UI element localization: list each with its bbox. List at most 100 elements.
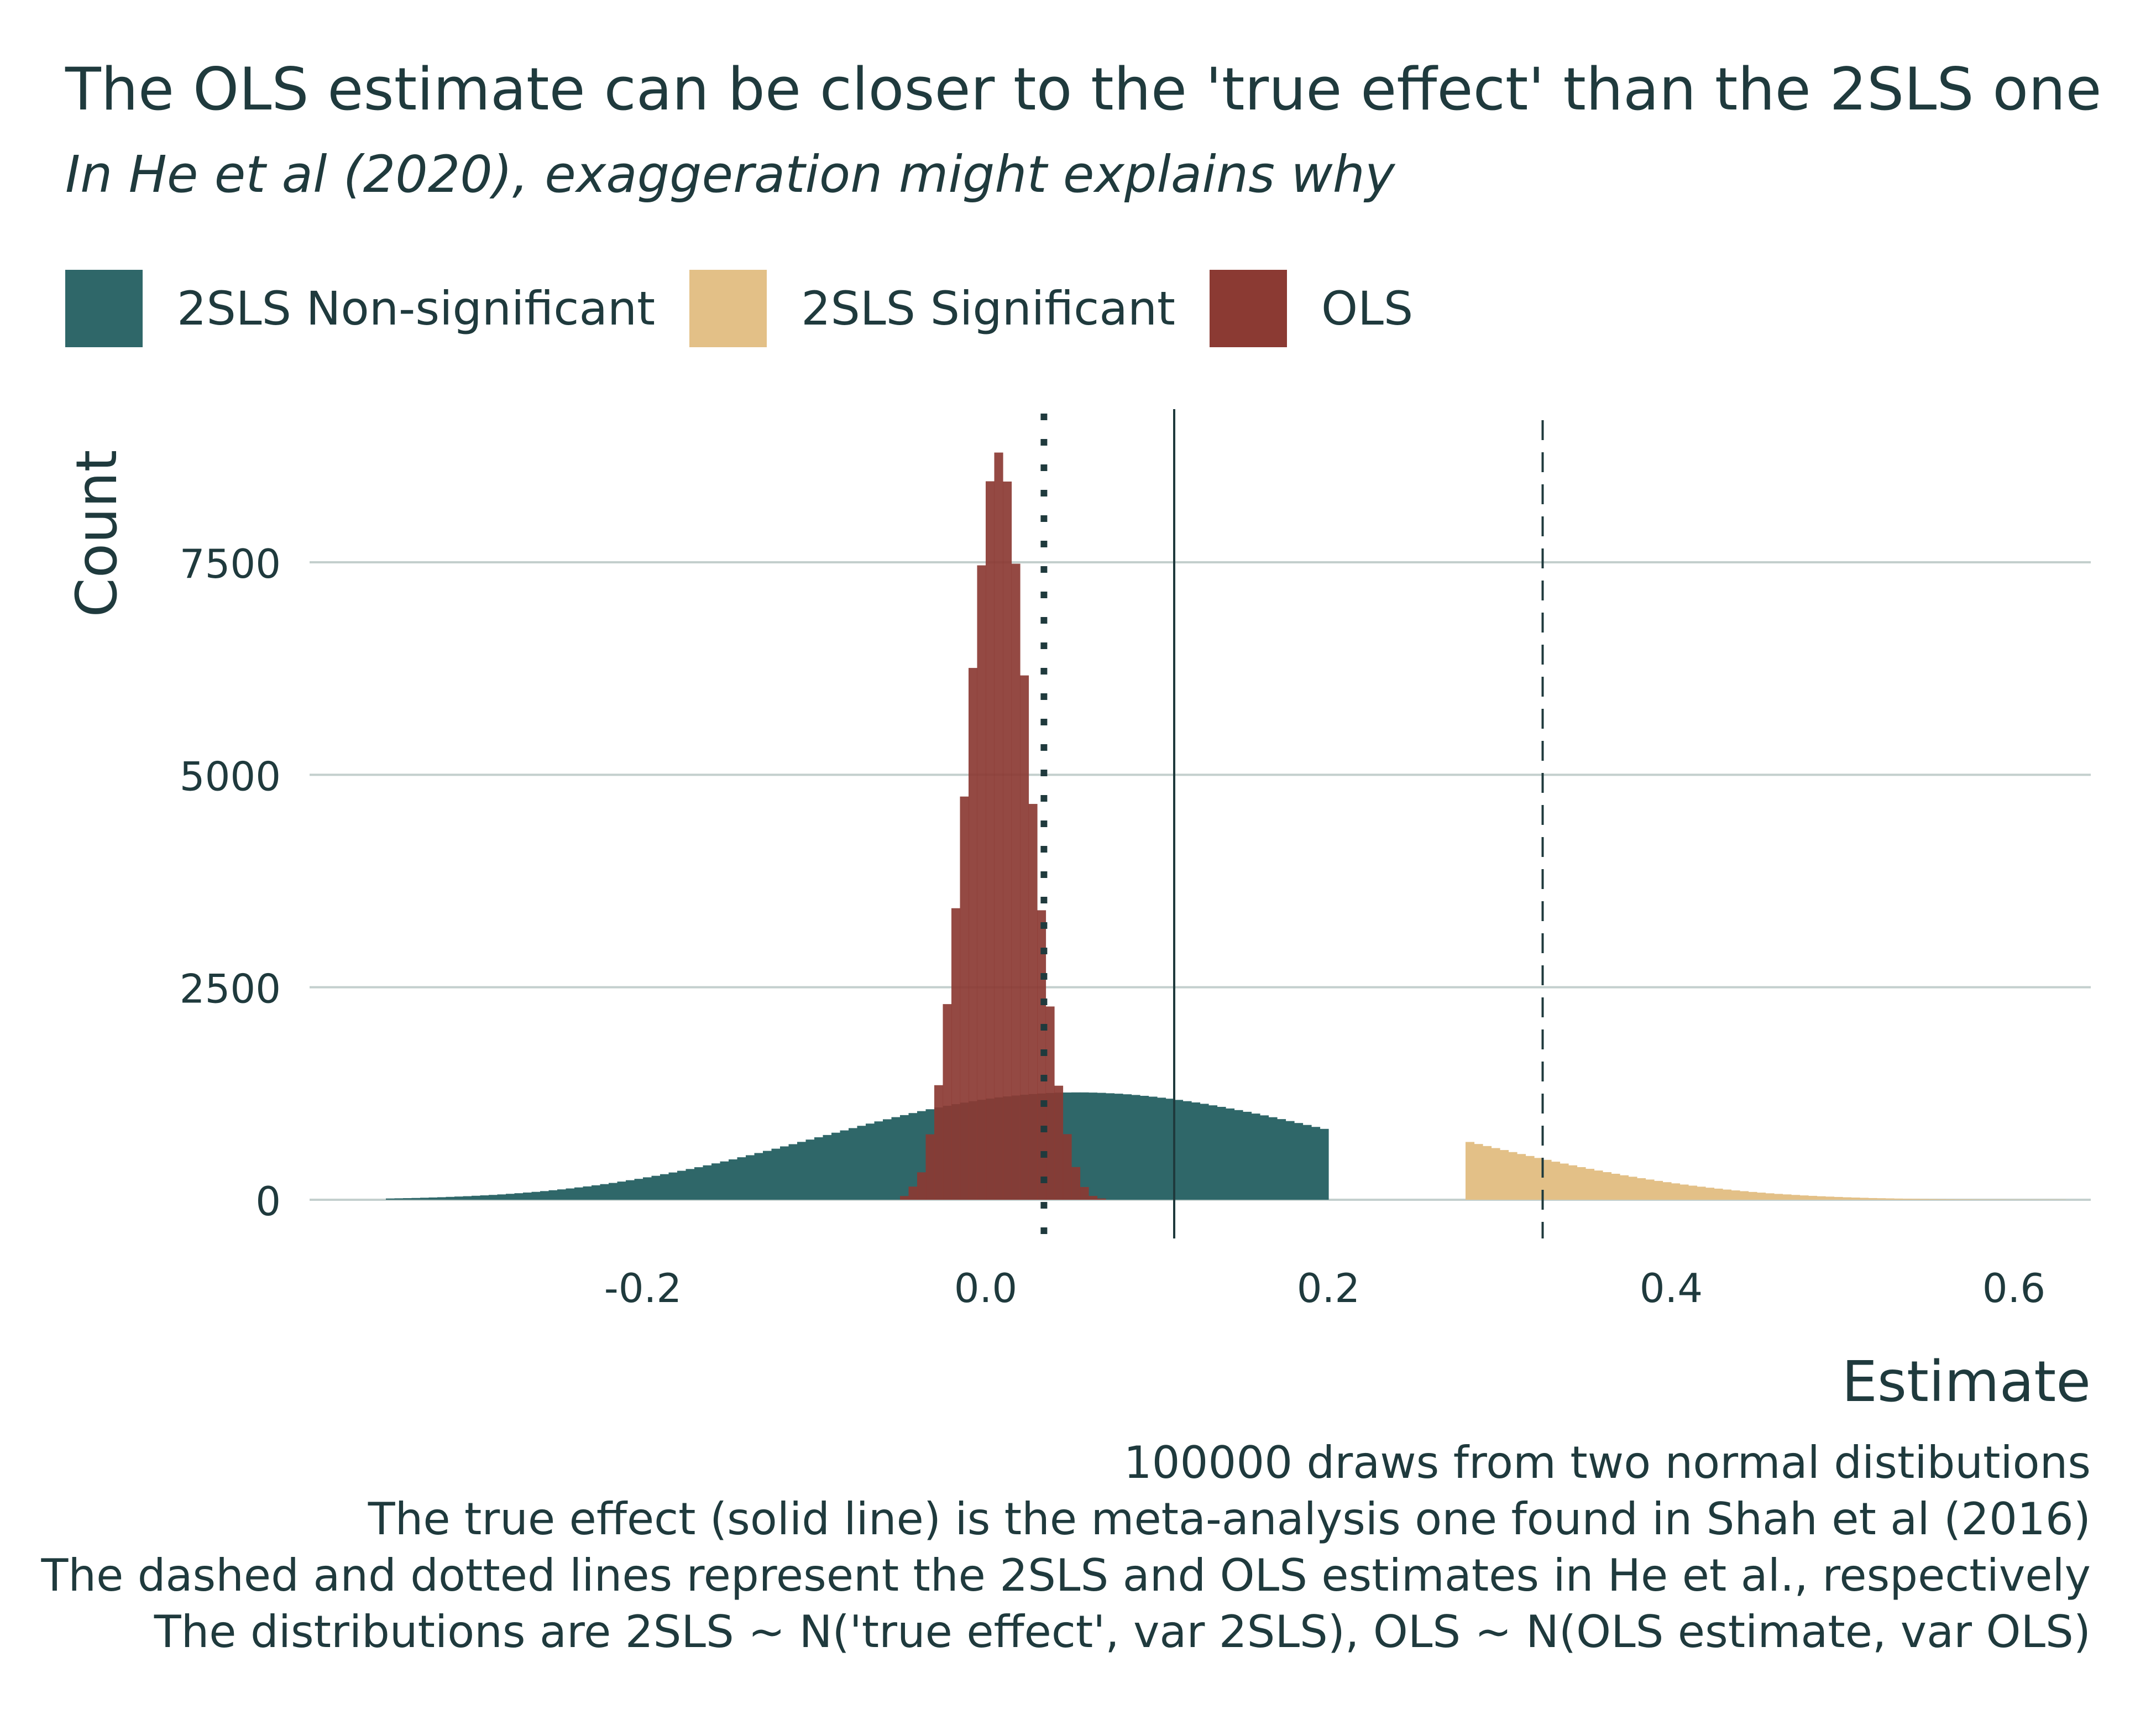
histogram-bar xyxy=(737,1157,746,1200)
histogram-bar xyxy=(1071,1167,1081,1200)
histogram-bar xyxy=(943,1004,952,1200)
histogram-bar xyxy=(583,1186,592,1200)
histogram-bar xyxy=(1466,1142,1475,1200)
histogram-bar xyxy=(823,1135,832,1200)
histogram-bar xyxy=(411,1198,421,1200)
histogram-bar xyxy=(1140,1095,1149,1200)
x-tick-label: 0.4 xyxy=(1640,1265,1703,1311)
histogram-bar xyxy=(566,1188,575,1200)
histogram-bar xyxy=(925,1134,935,1200)
histogram-bar xyxy=(1243,1111,1252,1200)
histogram-bar xyxy=(1011,563,1021,1200)
histogram-bar xyxy=(489,1195,498,1200)
histogram-bar xyxy=(1089,1196,1098,1200)
histogram-bar xyxy=(720,1161,729,1200)
histogram-bar xyxy=(746,1155,755,1200)
histogram-bar xyxy=(634,1179,643,1200)
histogram-bar xyxy=(908,1113,918,1200)
x-tick-labels: -0.2 0.0 0.2 0.4 0.6 xyxy=(604,1265,2046,1311)
histogram-bar xyxy=(394,1198,404,1200)
histogram-bar xyxy=(540,1191,550,1200)
histogram-bar xyxy=(1568,1165,1578,1200)
histogram-bar xyxy=(1782,1194,1792,1200)
histogram-bar xyxy=(1585,1169,1595,1200)
chart-title: The OLS estimate can be closer to the 't… xyxy=(65,55,2102,123)
histogram-bar xyxy=(685,1169,695,1200)
histogram-bar xyxy=(1268,1117,1278,1200)
histogram-bar xyxy=(1937,1199,1946,1200)
histogram-bar xyxy=(1628,1177,1637,1200)
histogram-bar xyxy=(1757,1193,1766,1200)
histogram-bar xyxy=(771,1148,781,1200)
histogram-bar xyxy=(1662,1182,1672,1200)
histogram-bar xyxy=(1174,1100,1184,1200)
histogram-bar xyxy=(420,1198,430,1200)
histogram-bar xyxy=(1919,1199,1929,1200)
histogram-bar xyxy=(1679,1184,1689,1200)
histogram-bar xyxy=(609,1183,618,1200)
histogram-bar xyxy=(1217,1106,1226,1200)
histogram-bar xyxy=(1089,1092,1098,1200)
histogram-bar xyxy=(557,1189,567,1200)
histogram-bar xyxy=(1097,1092,1106,1200)
histogram-bar xyxy=(986,481,995,1200)
histogram-bar xyxy=(857,1126,866,1200)
caption-line: The true effect (solid line) is the meta… xyxy=(368,1493,2091,1545)
histogram-bar xyxy=(969,668,978,1200)
histogram-bar xyxy=(1508,1152,1517,1200)
histogram-bar xyxy=(1277,1119,1286,1200)
histogram-bar xyxy=(1045,1006,1055,1200)
histogram-bar xyxy=(934,1085,944,1200)
histogram-bar xyxy=(574,1187,584,1200)
histogram-bar xyxy=(1851,1198,1860,1200)
histogram-bar xyxy=(1131,1095,1140,1200)
histogram-bar xyxy=(437,1197,447,1200)
histogram-bar xyxy=(1714,1188,1723,1200)
histogram-bar xyxy=(1834,1196,1843,1200)
histogram-bar xyxy=(1799,1195,1809,1200)
histogram-bar xyxy=(523,1192,532,1200)
legend-label: 2SLS Non-significant xyxy=(177,281,656,336)
histogram-bar xyxy=(1577,1167,1586,1200)
histogram-bar xyxy=(1517,1154,1526,1200)
histogram-bar xyxy=(900,1196,909,1200)
histogram-bar xyxy=(908,1186,918,1200)
histogram-bar xyxy=(668,1172,678,1200)
histogram-bar xyxy=(1765,1193,1775,1200)
histogram-bar xyxy=(1885,1198,1895,1200)
histogram-bar xyxy=(1028,804,1038,1200)
histogram-bar xyxy=(1945,1199,1955,1200)
histogram-bar xyxy=(960,796,969,1200)
histogram-bar xyxy=(1860,1198,1869,1200)
histogram-bar xyxy=(1877,1198,1886,1200)
histogram-bar xyxy=(403,1198,412,1200)
histogram-bar xyxy=(643,1177,652,1200)
histogram-bar xyxy=(626,1180,635,1200)
series-2sls-significant xyxy=(1466,1142,2066,1200)
histogram-bar xyxy=(754,1153,763,1200)
histogram-bar xyxy=(788,1144,798,1200)
histogram-bar xyxy=(1114,1094,1123,1200)
histogram-bar xyxy=(1817,1196,1826,1200)
histogram-bar xyxy=(1774,1194,1783,1200)
histogram-bar xyxy=(1200,1104,1209,1200)
y-tick-label: 7500 xyxy=(180,541,281,587)
histogram-bar xyxy=(1234,1110,1243,1200)
legend-swatch xyxy=(65,270,143,347)
histogram-bar xyxy=(531,1191,541,1200)
legend-label: 2SLS Significant xyxy=(801,281,1175,336)
histogram-bar xyxy=(780,1146,789,1200)
histogram-bar xyxy=(951,908,961,1200)
histogram-bar xyxy=(1148,1096,1158,1200)
y-tick-label: 5000 xyxy=(180,753,281,799)
histogram-bar xyxy=(1654,1180,1663,1200)
caption: 100000 draws from two normal distibution… xyxy=(41,1435,2091,1660)
histogram-bar xyxy=(463,1196,472,1200)
legend-item-ols: OLS xyxy=(1210,270,1413,347)
histogram-bar xyxy=(917,1172,927,1200)
histogram-bar xyxy=(1963,1199,1972,1200)
histogram-bar xyxy=(874,1121,883,1200)
histogram-bar xyxy=(1157,1097,1166,1200)
reference-lines xyxy=(1040,409,1544,1238)
